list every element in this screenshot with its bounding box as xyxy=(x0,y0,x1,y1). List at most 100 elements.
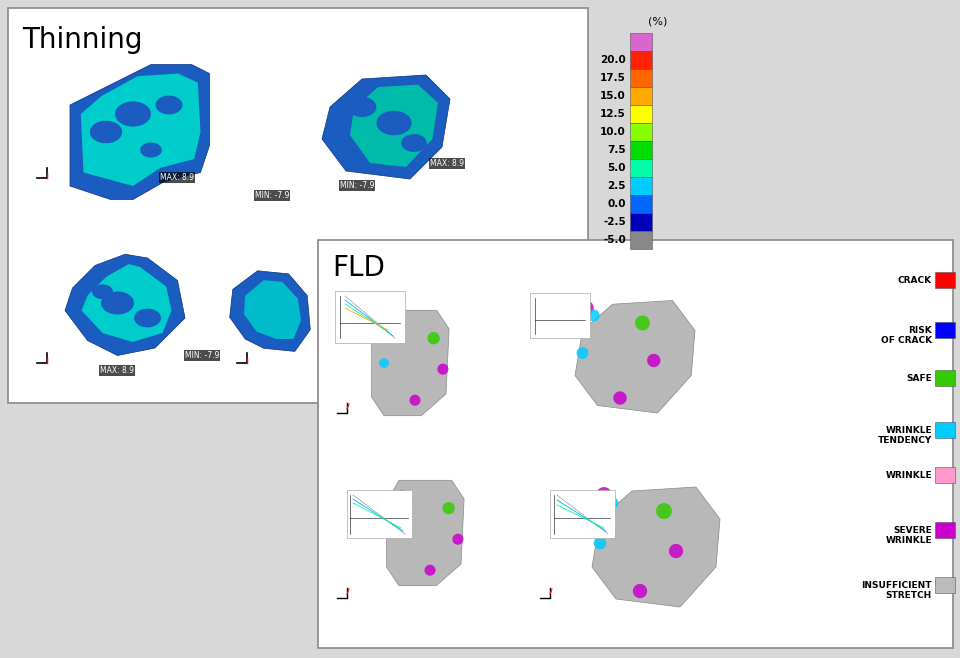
Text: MIN: -7.9: MIN: -7.9 xyxy=(340,181,374,190)
Polygon shape xyxy=(592,487,720,607)
Polygon shape xyxy=(427,332,440,344)
Text: 7.5: 7.5 xyxy=(608,145,626,155)
Text: 15.0: 15.0 xyxy=(600,91,626,101)
Polygon shape xyxy=(156,95,182,114)
Polygon shape xyxy=(381,320,394,332)
Text: -2.5: -2.5 xyxy=(603,217,626,227)
Polygon shape xyxy=(606,497,618,509)
Bar xyxy=(935,272,955,288)
Text: 2.5: 2.5 xyxy=(608,181,626,191)
Text: OF CRACK: OF CRACK xyxy=(881,336,932,345)
Polygon shape xyxy=(403,497,413,507)
Polygon shape xyxy=(656,503,672,519)
Polygon shape xyxy=(82,264,172,342)
Text: MIN: -7.9: MIN: -7.9 xyxy=(185,351,220,360)
Text: MAX: 8.9: MAX: 8.9 xyxy=(100,366,134,375)
Text: 0.0: 0.0 xyxy=(608,199,626,209)
Polygon shape xyxy=(348,97,376,117)
Bar xyxy=(630,141,652,159)
Polygon shape xyxy=(322,75,450,179)
Bar xyxy=(630,231,652,249)
Bar xyxy=(630,51,652,69)
Text: CRACK: CRACK xyxy=(898,276,932,285)
Bar xyxy=(630,33,652,51)
Text: 17.5: 17.5 xyxy=(600,73,626,83)
Polygon shape xyxy=(596,487,612,503)
Polygon shape xyxy=(579,301,593,315)
Text: TENDENCY: TENDENCY xyxy=(877,436,932,445)
Polygon shape xyxy=(588,309,600,322)
Bar xyxy=(630,195,652,213)
Polygon shape xyxy=(438,364,448,375)
Polygon shape xyxy=(575,301,695,413)
Bar xyxy=(935,522,955,538)
Polygon shape xyxy=(70,64,209,199)
Text: 10.0: 10.0 xyxy=(600,127,626,137)
Bar xyxy=(530,293,590,338)
Bar xyxy=(8,8,588,403)
Text: RISK: RISK xyxy=(908,326,932,335)
Bar xyxy=(630,87,652,105)
Polygon shape xyxy=(636,316,650,330)
Text: SEVERE: SEVERE xyxy=(893,526,932,535)
Polygon shape xyxy=(452,534,464,545)
Polygon shape xyxy=(395,528,404,538)
Text: INSUFFICIENT: INSUFFICIENT xyxy=(861,581,932,590)
Polygon shape xyxy=(376,111,412,136)
Polygon shape xyxy=(387,480,464,586)
Polygon shape xyxy=(647,354,660,367)
Bar xyxy=(935,577,955,593)
Text: FLD: FLD xyxy=(332,254,385,282)
Text: MAX: 8.9: MAX: 8.9 xyxy=(430,159,464,168)
Polygon shape xyxy=(424,565,436,576)
Polygon shape xyxy=(90,120,122,143)
Text: (%): (%) xyxy=(648,17,668,27)
Polygon shape xyxy=(372,311,449,416)
Bar xyxy=(935,322,955,338)
Polygon shape xyxy=(410,395,420,406)
Polygon shape xyxy=(396,490,408,502)
Bar xyxy=(347,490,412,538)
Polygon shape xyxy=(229,271,310,351)
Polygon shape xyxy=(443,502,455,515)
Text: MIN: -7.9: MIN: -7.9 xyxy=(255,191,289,200)
Bar xyxy=(935,422,955,438)
Polygon shape xyxy=(633,584,647,598)
Text: WRINKLE: WRINKLE xyxy=(885,426,932,435)
Text: 5.0: 5.0 xyxy=(608,163,626,173)
Bar xyxy=(630,123,652,141)
Text: 12.5: 12.5 xyxy=(600,109,626,119)
Text: -5.0: -5.0 xyxy=(603,235,626,245)
Text: SAFE: SAFE xyxy=(906,374,932,383)
Text: Thinning: Thinning xyxy=(22,26,142,54)
Polygon shape xyxy=(115,101,151,126)
Polygon shape xyxy=(244,280,301,339)
Polygon shape xyxy=(350,85,438,167)
Bar xyxy=(630,213,652,231)
Polygon shape xyxy=(81,74,201,186)
Bar xyxy=(335,291,405,343)
Polygon shape xyxy=(134,309,161,328)
Polygon shape xyxy=(669,544,684,558)
Bar xyxy=(935,370,955,386)
Polygon shape xyxy=(613,392,627,405)
Text: WRINKLE: WRINKLE xyxy=(885,471,932,480)
Polygon shape xyxy=(401,134,427,152)
Bar xyxy=(318,240,953,648)
Text: WRINKLE: WRINKLE xyxy=(885,536,932,545)
Bar xyxy=(935,467,955,483)
Text: 20.0: 20.0 xyxy=(600,55,626,65)
Polygon shape xyxy=(92,284,113,299)
Polygon shape xyxy=(577,347,588,359)
Bar xyxy=(630,177,652,195)
Text: MAX: 8.9: MAX: 8.9 xyxy=(160,173,194,182)
Bar xyxy=(630,159,652,177)
Polygon shape xyxy=(379,358,389,368)
Bar xyxy=(550,490,615,538)
Bar xyxy=(630,105,652,123)
Bar xyxy=(630,69,652,87)
Polygon shape xyxy=(101,291,134,315)
Polygon shape xyxy=(593,537,607,549)
Polygon shape xyxy=(140,142,162,157)
Text: STRETCH: STRETCH xyxy=(886,591,932,600)
